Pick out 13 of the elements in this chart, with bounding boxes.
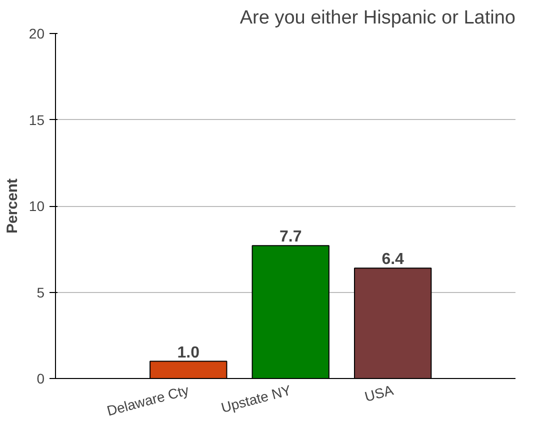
y-tick-label: 15: [28, 112, 45, 128]
chart-title: Are you either Hispanic or Latino: [240, 8, 516, 28]
data-label: 1.0: [177, 344, 200, 362]
y-tick-label: 10: [28, 198, 45, 214]
x-tick-label: USA: [362, 382, 396, 405]
data-label: 7.7: [279, 228, 302, 246]
y-tick-label: 5: [36, 284, 45, 300]
x-tick-label: Delaware Cty: [105, 382, 190, 419]
y-axis-title: Percent: [4, 178, 21, 234]
x-tick-label: Upstate NY: [219, 382, 294, 416]
data-label: 6.4: [382, 251, 404, 268]
y-tick-label: 20: [28, 26, 45, 42]
y-tick-label: 0: [36, 370, 45, 386]
